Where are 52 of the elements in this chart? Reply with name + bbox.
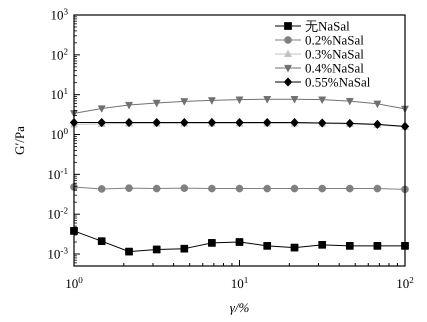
y-tick-label: 10$^{3}$	[50, 6, 68, 23]
point	[70, 227, 78, 235]
point	[290, 96, 298, 104]
point	[263, 96, 272, 104]
point	[125, 102, 133, 110]
point	[180, 184, 188, 192]
point	[290, 244, 298, 252]
y-tick-label: 10$^{-2}$	[47, 206, 68, 222]
point	[152, 246, 161, 254]
point	[125, 184, 133, 192]
y-tick-label: 10$^{2}$	[50, 46, 68, 62]
point	[236, 184, 244, 192]
point	[208, 97, 216, 105]
point	[346, 242, 354, 250]
point	[98, 185, 106, 193]
legend-label: 0.3%NaSal	[305, 46, 364, 62]
point	[263, 184, 272, 192]
legend-label: 0.55%NaSal	[305, 74, 371, 90]
point	[374, 100, 382, 108]
point	[401, 242, 409, 250]
point	[125, 248, 133, 256]
point	[152, 100, 161, 108]
point	[374, 184, 382, 192]
point	[98, 105, 106, 113]
y-tick-label: 10$^{-3}$	[47, 246, 68, 262]
point	[290, 184, 298, 192]
point	[318, 184, 326, 192]
x-tick-label: 10$^{0}$	[65, 275, 84, 291]
legend-label: 0.2%NaSal	[305, 32, 364, 48]
y-tick-label: 10$^{1}$	[50, 86, 68, 102]
point	[236, 238, 244, 246]
point	[374, 242, 382, 250]
point	[318, 96, 326, 104]
point	[98, 237, 106, 246]
point	[346, 184, 354, 192]
x-tick-label: 10$^{1}$	[230, 275, 248, 291]
point	[208, 239, 216, 247]
point	[236, 96, 244, 104]
y-tick-label: 10$^{-1}$	[47, 166, 68, 182]
point	[180, 98, 188, 106]
x-axis-title: γ/%	[230, 300, 250, 315]
point	[346, 98, 354, 106]
y-tick-label: 10$^{0}$	[50, 126, 68, 142]
point	[208, 184, 216, 192]
legend-label: 无NaSal	[305, 18, 350, 34]
point	[263, 242, 272, 250]
point	[180, 244, 188, 253]
legend-label: 0.4%NaSal	[305, 60, 364, 76]
x-tick-label: 10$^{2}$	[396, 275, 414, 291]
point	[318, 240, 326, 249]
y-axis-title: G′/Pa	[12, 126, 27, 155]
point	[152, 184, 161, 192]
